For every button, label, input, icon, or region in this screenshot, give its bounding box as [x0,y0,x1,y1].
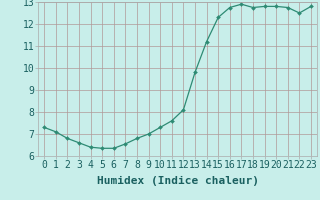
X-axis label: Humidex (Indice chaleur): Humidex (Indice chaleur) [97,176,259,186]
